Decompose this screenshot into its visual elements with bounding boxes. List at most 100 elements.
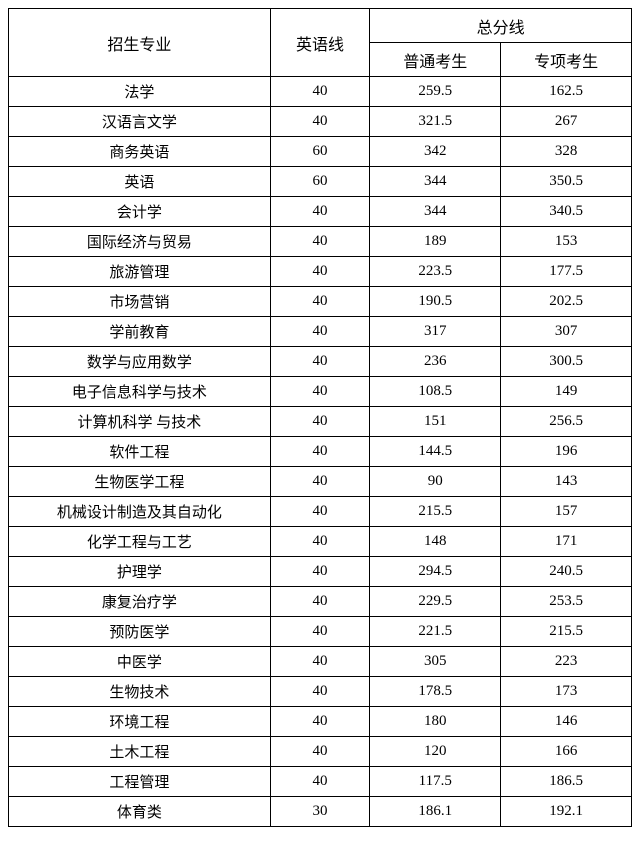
table-row: 学前教育40317307 [9,317,632,347]
cell-special: 267 [501,107,632,137]
cell-special: 307 [501,317,632,347]
cell-special: 177.5 [501,257,632,287]
cell-major: 土木工程 [9,737,271,767]
cell-major: 会计学 [9,197,271,227]
cell-major: 护理学 [9,557,271,587]
cell-normal: 294.5 [370,557,501,587]
cell-english: 60 [270,137,370,167]
cell-english: 40 [270,557,370,587]
table-row: 英语60344350.5 [9,167,632,197]
cell-normal: 317 [370,317,501,347]
cell-special: 192.1 [501,797,632,827]
cell-normal: 229.5 [370,587,501,617]
cell-normal: 151 [370,407,501,437]
table-row: 护理学40294.5240.5 [9,557,632,587]
cell-major: 学前教育 [9,317,271,347]
cell-normal: 305 [370,647,501,677]
header-english: 英语线 [270,9,370,77]
table-row: 电子信息科学与技术40108.5149 [9,377,632,407]
cell-special: 215.5 [501,617,632,647]
cell-special: 153 [501,227,632,257]
cell-major: 计算机科学 与技术 [9,407,271,437]
table-row: 汉语言文学40321.5267 [9,107,632,137]
cell-english: 40 [270,347,370,377]
cell-normal: 321.5 [370,107,501,137]
cell-english: 40 [270,227,370,257]
table-row: 软件工程40144.5196 [9,437,632,467]
cell-special: 166 [501,737,632,767]
table-row: 商务英语60342328 [9,137,632,167]
table-row: 旅游管理40223.5177.5 [9,257,632,287]
cell-english: 40 [270,587,370,617]
cell-major: 康复治疗学 [9,587,271,617]
cell-major: 生物技术 [9,677,271,707]
cell-special: 146 [501,707,632,737]
cell-normal: 223.5 [370,257,501,287]
cell-normal: 190.5 [370,287,501,317]
cell-special: 350.5 [501,167,632,197]
cell-english: 40 [270,737,370,767]
table-row: 数学与应用数学40236300.5 [9,347,632,377]
cell-special: 149 [501,377,632,407]
cell-english: 40 [270,497,370,527]
cell-special: 143 [501,467,632,497]
header-major: 招生专业 [9,9,271,77]
cell-major: 体育类 [9,797,271,827]
cell-major: 商务英语 [9,137,271,167]
cell-normal: 144.5 [370,437,501,467]
cell-major: 工程管理 [9,767,271,797]
table-row: 市场营销40190.5202.5 [9,287,632,317]
table-row: 计算机科学 与技术40151256.5 [9,407,632,437]
cell-special: 300.5 [501,347,632,377]
cell-english: 40 [270,257,370,287]
cell-major: 国际经济与贸易 [9,227,271,257]
cell-english: 40 [270,437,370,467]
cell-english: 40 [270,647,370,677]
table-row: 生物技术40178.5173 [9,677,632,707]
table-row: 法学40259.5162.5 [9,77,632,107]
cell-special: 157 [501,497,632,527]
table-row: 化学工程与工艺40148171 [9,527,632,557]
cell-special: 256.5 [501,407,632,437]
cell-special: 340.5 [501,197,632,227]
cell-special: 173 [501,677,632,707]
cell-english: 40 [270,617,370,647]
cell-major: 生物医学工程 [9,467,271,497]
cell-normal: 178.5 [370,677,501,707]
cell-major: 市场营销 [9,287,271,317]
cell-normal: 108.5 [370,377,501,407]
admission-score-table: 招生专业 英语线 总分线 普通考生 专项考生 法学40259.5162.5汉语言… [8,8,632,827]
cell-normal: 120 [370,737,501,767]
table-header: 招生专业 英语线 总分线 普通考生 专项考生 [9,9,632,77]
cell-english: 40 [270,407,370,437]
cell-major: 法学 [9,77,271,107]
cell-normal: 117.5 [370,767,501,797]
table-row: 工程管理40117.5186.5 [9,767,632,797]
cell-major: 数学与应用数学 [9,347,271,377]
cell-normal: 344 [370,167,501,197]
table-row: 康复治疗学40229.5253.5 [9,587,632,617]
cell-english: 40 [270,317,370,347]
cell-normal: 215.5 [370,497,501,527]
table-row: 环境工程40180146 [9,707,632,737]
cell-english: 40 [270,107,370,137]
table-row: 预防医学40221.5215.5 [9,617,632,647]
cell-major: 汉语言文学 [9,107,271,137]
table-row: 中医学40305223 [9,647,632,677]
cell-major: 电子信息科学与技术 [9,377,271,407]
header-normal: 普通考生 [370,43,501,77]
table-row: 生物医学工程4090143 [9,467,632,497]
cell-english: 40 [270,677,370,707]
cell-major: 软件工程 [9,437,271,467]
cell-english: 40 [270,707,370,737]
cell-special: 253.5 [501,587,632,617]
cell-special: 328 [501,137,632,167]
cell-normal: 180 [370,707,501,737]
cell-major: 机械设计制造及其自动化 [9,497,271,527]
cell-english: 40 [270,77,370,107]
cell-normal: 186.1 [370,797,501,827]
cell-special: 186.5 [501,767,632,797]
table-row: 体育类30186.1192.1 [9,797,632,827]
cell-special: 202.5 [501,287,632,317]
cell-major: 中医学 [9,647,271,677]
